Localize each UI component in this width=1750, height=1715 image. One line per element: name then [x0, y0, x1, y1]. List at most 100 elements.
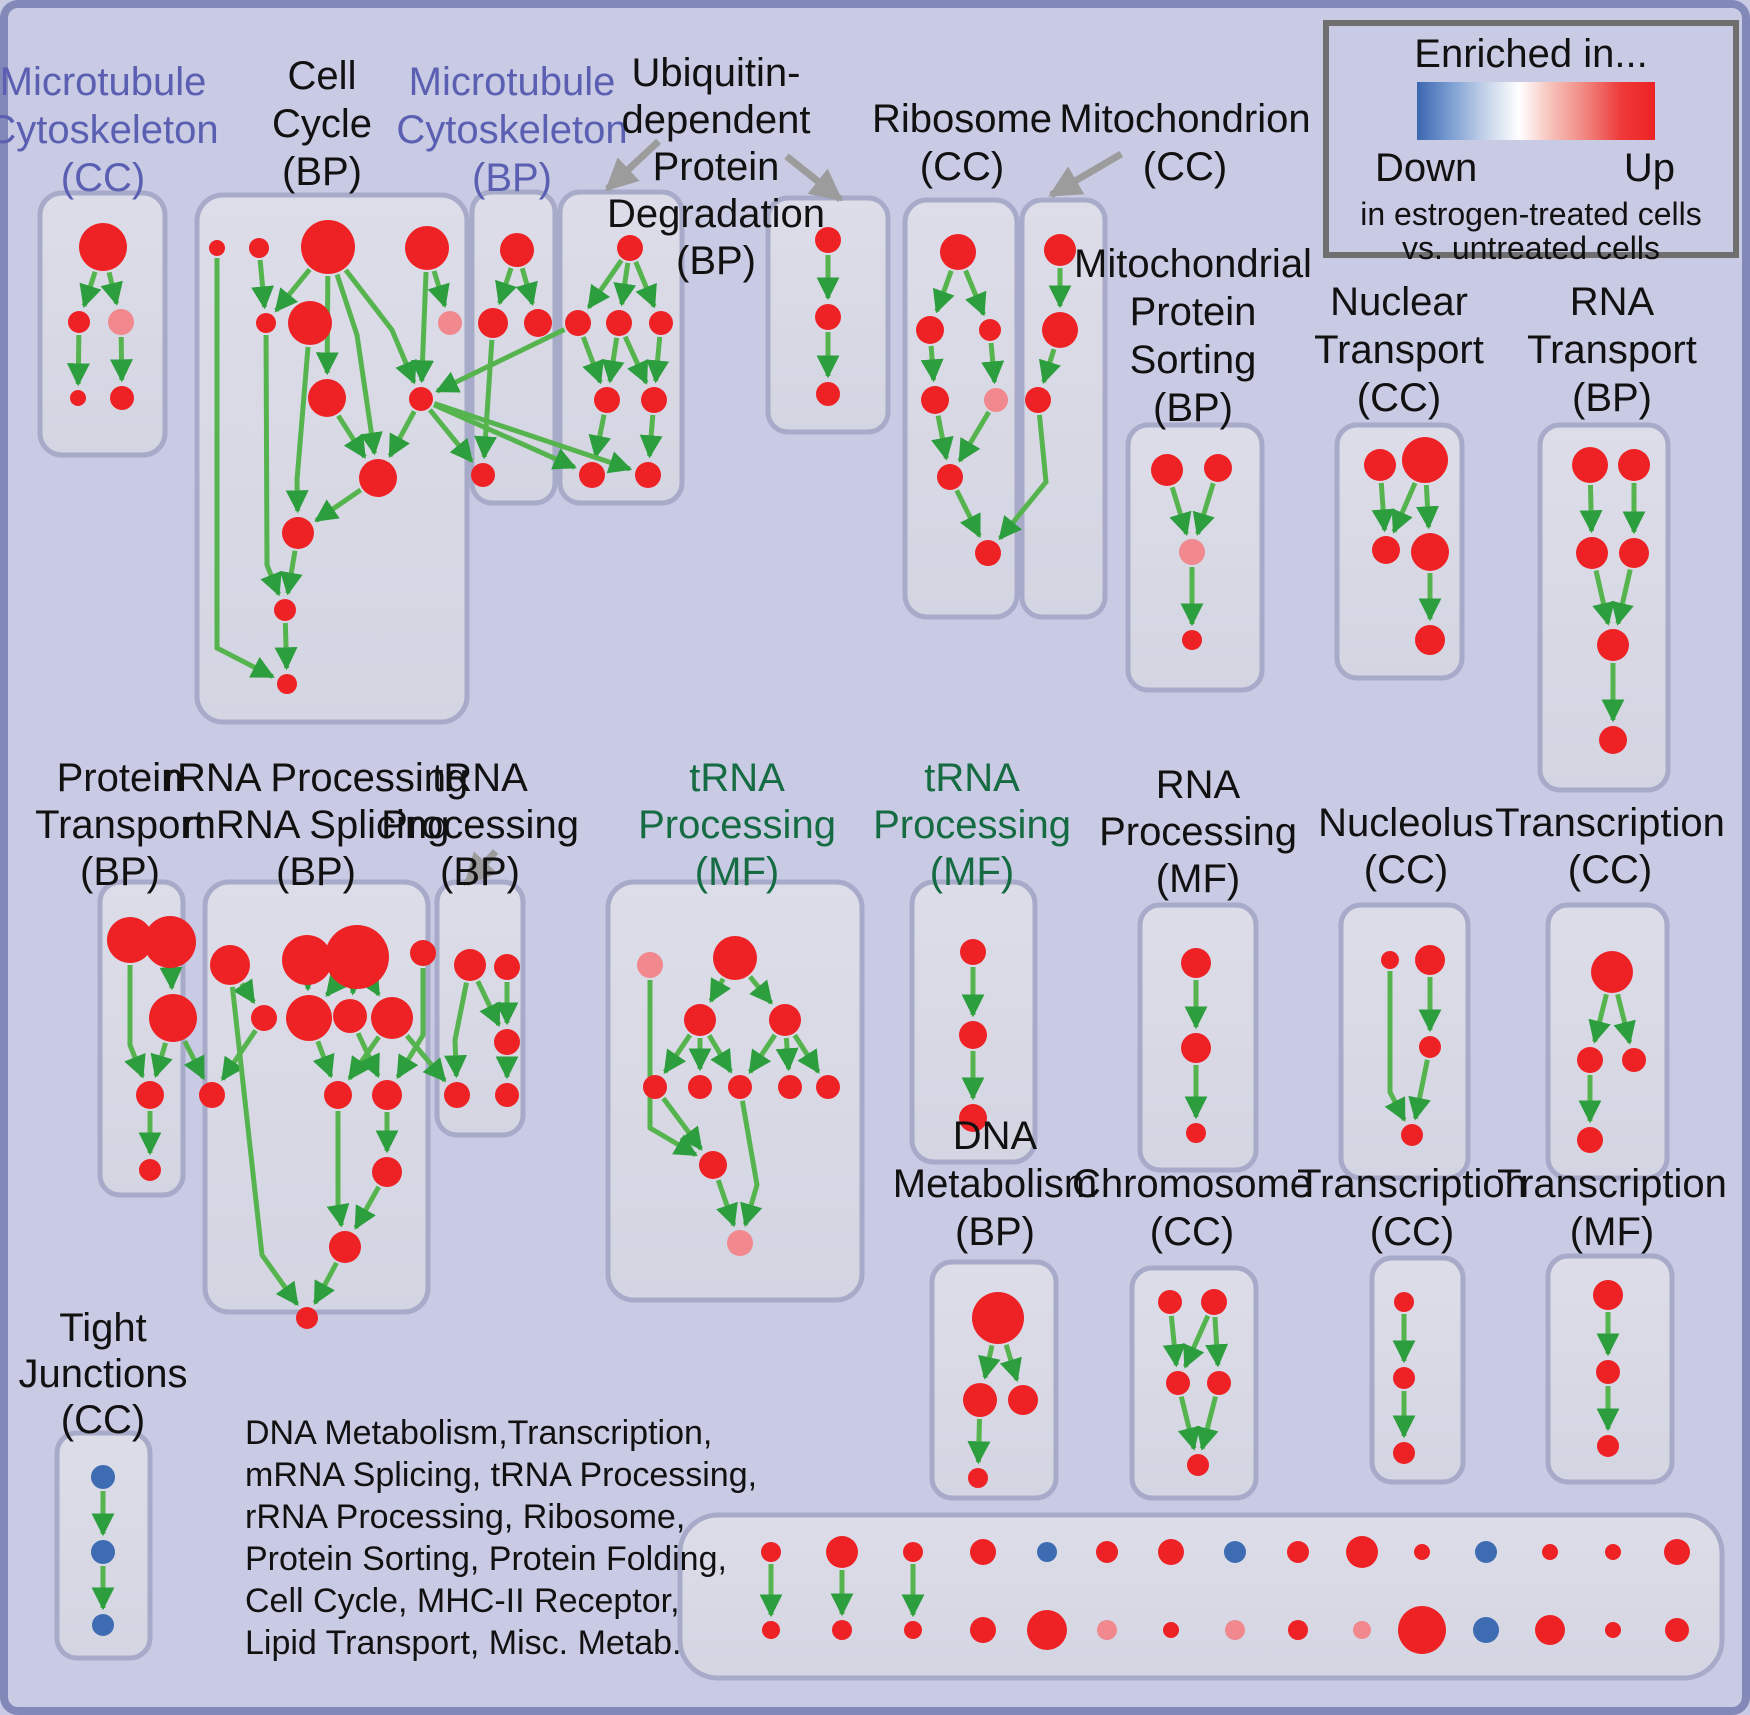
- summary-note-line: Lipid Transport, Misc. Metab.: [245, 1624, 682, 1662]
- legend-box: Enriched in... Down Up in estrogen-treat…: [1323, 20, 1739, 266]
- dna-metabolism-bp-label-line: Metabolism: [892, 1162, 1098, 1206]
- edge-arrow: [495, 267, 517, 306]
- gene-node-red: [277, 674, 297, 694]
- gene-node-red: [1204, 454, 1232, 482]
- edge-arrow: [1416, 484, 1440, 530]
- edge-arrow: [279, 550, 303, 596]
- rrna-processing-mrna-splicing-bp-label: rRNA Processing mRNA Splicing (BP): [164, 755, 469, 896]
- gene-node-red: [937, 464, 963, 490]
- edge-arrow: [274, 622, 298, 671]
- nucleolus-cc-label-line: (CC): [1363, 848, 1449, 892]
- gene-node-pink: [108, 309, 134, 335]
- gene-node-red: [1414, 1544, 1430, 1560]
- microtubule-cytoskeleton-cc-label-line: Microtubule: [0, 60, 207, 104]
- edge-arrow: [214, 258, 275, 679]
- edge-arrow: [932, 269, 955, 314]
- cell-cycle-bp-label-line: (BP): [282, 150, 362, 194]
- gene-node-red: [963, 1383, 997, 1417]
- cell-cycle-bp-label-line: Cell: [287, 54, 357, 98]
- edge-arrow: [326, 1111, 350, 1228]
- summary-note-line: rRNA Processing, Ribosome,: [245, 1498, 686, 1536]
- gene-node-blue: [91, 1465, 115, 1489]
- gene-node-red: [1597, 1435, 1619, 1457]
- transcription-cc-1-label-line: (CC): [1567, 848, 1653, 892]
- gene-node-red: [728, 1075, 752, 1099]
- gene-node-red: [1008, 1385, 1038, 1415]
- edge-arrow: [312, 1261, 339, 1306]
- edge-arrow: [411, 271, 435, 384]
- gene-node-pink: [438, 311, 462, 335]
- edge-arrow: [1177, 1396, 1201, 1451]
- edge-arrow: [1391, 481, 1418, 534]
- gene-node-red: [617, 235, 643, 261]
- gene-node-red: [288, 301, 332, 345]
- edge-arrow: [109, 336, 133, 383]
- nuclear-transport-cc-label-line: Nuclear: [1330, 280, 1468, 324]
- transcription-cc-1-label-line: Transcription: [1495, 801, 1725, 845]
- gene-node-red: [959, 1021, 987, 1049]
- transcription-cc-2-label-line: (CC): [1369, 1210, 1455, 1254]
- gene-node-red: [1181, 948, 1211, 978]
- gene-node-red: [940, 234, 976, 270]
- gene-node-red: [68, 311, 90, 333]
- edge-arrow: [708, 977, 732, 1003]
- edge-arrow: [954, 489, 982, 539]
- gene-node-red: [249, 238, 269, 258]
- nuclear-transport-cc-label-line: (CC): [1356, 376, 1442, 420]
- gene-node-red: [199, 1082, 225, 1108]
- gene-node-red: [471, 463, 495, 487]
- gene-node-red: [761, 1542, 781, 1562]
- gene-node-red: [478, 308, 508, 338]
- edge-arrow: [312, 1040, 335, 1079]
- gene-node-red: [359, 459, 397, 497]
- gene-node-red: [308, 379, 346, 417]
- mitochondrial-protein-sorting-bp-label-line: (BP): [1152, 386, 1233, 430]
- nucleolus-cc-label: Nucleolus (CC): [1318, 800, 1494, 894]
- trna-processing-mf-2-label: tRNA Processing (MF): [873, 755, 1071, 896]
- gene-node-red: [1346, 1536, 1378, 1568]
- gene-node-red: [1042, 312, 1078, 348]
- summary-note-line: Protein Sorting, Protein Folding,: [245, 1540, 727, 1578]
- edge-arrow: [314, 487, 363, 523]
- gene-node-red: [500, 233, 534, 267]
- rna-transport-bp-label: RNA Transport (BP): [1527, 278, 1697, 422]
- rna-processing-mf-label-line: Processing: [1099, 810, 1297, 854]
- gene-node-red: [1288, 1620, 1308, 1640]
- gene-node-pink: [984, 388, 1008, 412]
- edge-arrow: [182, 1040, 206, 1081]
- gene-node-red: [444, 1082, 470, 1108]
- transcription-cc-2-label: Transcription (CC): [1297, 1160, 1527, 1256]
- gene-node-red: [769, 1004, 801, 1036]
- gene-node-red: [816, 382, 840, 406]
- gene-node-red: [1163, 1622, 1179, 1638]
- edge-arrow: [427, 270, 450, 308]
- ubiquitin-degradation-bp-label-line: Ubiquitin-: [631, 51, 801, 95]
- tight-junctions-cc-label-line: Tight: [59, 1306, 147, 1350]
- gene-node-pink: [1097, 1620, 1117, 1640]
- gene-node-red: [454, 949, 486, 981]
- edge-arrow: [981, 342, 1005, 385]
- edge-arrow: [978, 1344, 1001, 1380]
- edge-arrow: [739, 1100, 763, 1227]
- gene-node-red: [1415, 945, 1445, 975]
- gene-node-red: [495, 1083, 519, 1107]
- edge-arrow: [387, 410, 417, 459]
- edge-arrow: [792, 1033, 821, 1074]
- box-misc-terms-strip: [677, 1512, 1725, 1681]
- gene-node-red: [684, 1004, 716, 1036]
- ubiquitin-degradation-bp-label-line: Protein: [652, 145, 780, 189]
- edge-arrow: [1038, 348, 1061, 385]
- edge-arrow: [336, 414, 367, 459]
- mitochondrial-protein-sorting-bp-label-line: Mitochondrial: [1074, 242, 1312, 286]
- legend-down-label: Down: [1375, 146, 1478, 190]
- ribosome-cc-label: Ribosome (CC): [872, 95, 1052, 191]
- edge-arrow: [444, 982, 469, 1079]
- edge-arrow: [358, 970, 381, 997]
- edge-arrow: [251, 259, 275, 310]
- chromosome-cc-label-line: (CC): [1149, 1210, 1235, 1254]
- summary-note-line: mRNA Splicing, tRNA Processing,: [245, 1456, 758, 1494]
- mitochondrial-protein-sorting-bp-label: Mitochondrial Protein Sorting (BP): [1074, 240, 1312, 432]
- edge-arrow: [748, 975, 774, 1005]
